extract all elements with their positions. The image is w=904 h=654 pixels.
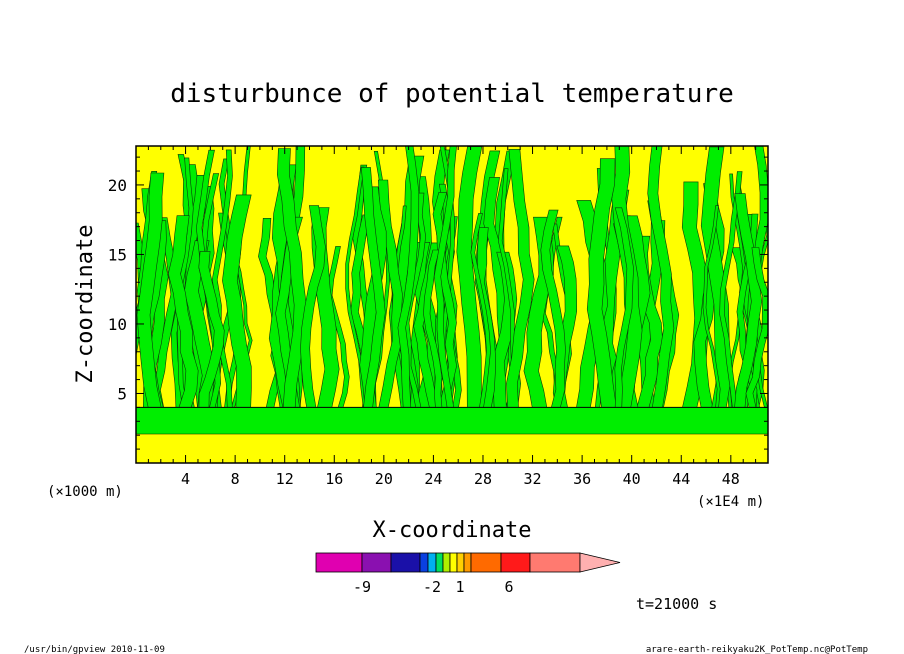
y-unit-label: (×1000 m) <box>47 484 123 500</box>
y-tick-label: 5 <box>117 384 127 403</box>
x-tick-label: 8 <box>231 470 240 488</box>
colorbar-segment <box>463 552 472 573</box>
colorbar-label: 6 <box>504 578 513 596</box>
negative-streak <box>433 146 457 410</box>
y-tick-label: 20 <box>108 176 127 195</box>
negative-streak <box>647 146 675 410</box>
plot-area <box>135 145 769 464</box>
time-label: t=21000 s <box>636 595 717 613</box>
negative-streak <box>167 215 199 410</box>
negative-streak <box>719 171 743 410</box>
colorbar: -9 -2 1 6 <box>315 552 621 596</box>
negative-streak <box>360 167 386 410</box>
band-positive <box>136 433 768 463</box>
negative-streak <box>198 251 225 410</box>
colorbar-extension <box>579 552 621 573</box>
negative-streak <box>222 194 252 410</box>
negative-streak <box>540 209 566 410</box>
colorbar-segment <box>315 552 363 573</box>
colorbar-segment <box>449 552 458 573</box>
x-tick-label: 20 <box>375 470 393 488</box>
x-tick-label: 16 <box>325 470 343 488</box>
negative-streak <box>432 192 457 410</box>
colorbar-segment <box>500 552 531 573</box>
x-tick-label: 44 <box>672 470 690 488</box>
x-tick-label: 28 <box>474 470 492 488</box>
x-axis-label: X-coordinate <box>373 518 532 543</box>
negative-streak <box>506 149 535 410</box>
colorbar-segment <box>390 552 421 573</box>
negative-streak <box>136 172 165 410</box>
colorbar-segment <box>419 552 429 573</box>
x-tick-label: 36 <box>573 470 591 488</box>
negative-streak <box>614 207 634 410</box>
x-unit-label: (×1E4 m) <box>697 494 764 510</box>
chart-title: disturbunce of potential temperature <box>170 79 734 109</box>
x-tick-label: 32 <box>524 470 542 488</box>
colorbar-segment <box>435 552 444 573</box>
negative-streak <box>745 247 768 410</box>
near-surface-bands <box>136 406 768 463</box>
negative-streak <box>586 158 617 410</box>
x-tick-label: 48 <box>722 470 740 488</box>
y-axis-ticks: 5 10 15 20 <box>108 156 768 450</box>
negative-streak <box>470 213 491 410</box>
x-tick-label: 40 <box>623 470 641 488</box>
y-tick-label: 10 <box>108 315 127 334</box>
negative-streak <box>700 146 731 410</box>
x-tick-label: 12 <box>276 470 294 488</box>
x-tick-label: 4 <box>181 470 190 488</box>
plot-frame <box>135 145 769 464</box>
colorbar-segment <box>529 552 581 573</box>
x-tick-label: 24 <box>424 470 442 488</box>
negative-streak <box>734 193 763 410</box>
colorbar-segment <box>427 552 437 573</box>
negative-streak <box>397 146 420 410</box>
colorbar-segment <box>456 552 465 573</box>
footer-left: /usr/bin/gpview 2010-11-09 <box>24 645 165 654</box>
colorbar-segment <box>361 552 392 573</box>
colorbar-label: 1 <box>455 578 464 596</box>
colorbar-segment <box>442 552 451 573</box>
colorbar-label: -2 <box>423 578 441 596</box>
colorbar-label: -9 <box>353 578 371 596</box>
y-axis-label: Z-coordinate <box>73 225 98 384</box>
footer-right: arare-earth-reikyaku2K_PotTemp.nc@PotTem… <box>646 645 868 654</box>
negative-streak <box>300 205 326 410</box>
x-axis-ticks: 4 8 12 16 20 24 28 32 36 40 44 48 <box>147 146 757 488</box>
negative-streak <box>702 205 721 410</box>
y-tick-label: 15 <box>108 245 127 264</box>
negative-streaks <box>136 146 768 410</box>
negative-streak <box>413 242 441 410</box>
band-negative <box>136 407 768 434</box>
negative-streak <box>326 246 350 410</box>
colorbar-segment <box>470 552 502 573</box>
negative-streak <box>423 249 443 410</box>
